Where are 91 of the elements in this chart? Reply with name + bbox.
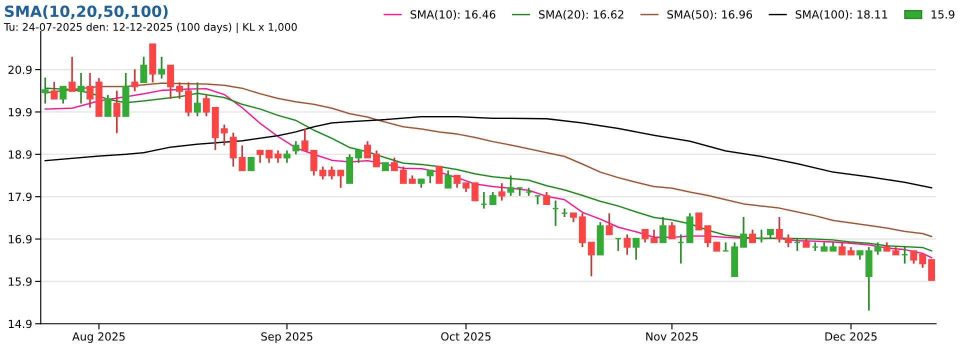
candlestick — [740, 216, 748, 248]
candlestick — [489, 191, 496, 206]
legend-label: SMA(20): 16.62 — [539, 10, 624, 20]
candlestick — [874, 242, 882, 256]
candlestick — [552, 200, 560, 227]
legend-label: SMA(50): 16.96 — [667, 10, 752, 20]
y-tick-label: 18.9 — [8, 150, 32, 159]
candlestick — [104, 94, 112, 118]
x-tick-label: Sep 2025 — [261, 332, 312, 343]
candlestick — [310, 150, 318, 176]
candlestick — [444, 170, 452, 189]
candlestick — [131, 68, 138, 92]
candlestick — [167, 64, 174, 100]
candlestick — [176, 81, 183, 100]
candlestick — [471, 182, 478, 202]
candlestick — [60, 86, 67, 104]
candlestick — [650, 228, 658, 244]
candlestick — [238, 144, 246, 172]
candlestick — [292, 140, 300, 156]
candlestick — [328, 166, 336, 180]
candlestick — [794, 238, 801, 252]
candlestick — [78, 72, 84, 104]
candlestick — [901, 246, 908, 264]
candlestick — [436, 166, 443, 184]
candlestick — [507, 174, 514, 197]
x-tick-label: Dec 2025 — [825, 332, 877, 341]
legend-label: 15.9 — [932, 10, 954, 19]
candlestick — [248, 157, 255, 172]
candlestick — [660, 216, 666, 244]
candlestick — [230, 132, 237, 168]
candlestick — [202, 94, 210, 118]
candlestick — [266, 150, 273, 164]
y-tick-label: 20.9 — [8, 66, 32, 74]
y-tick-label: 14.9 — [8, 320, 32, 328]
candlestick — [337, 170, 344, 189]
chart-subtitle: Tu: 24-07-2025 den: 12-12-2025 (100 days) | KL x 1,000 — [4, 22, 297, 34]
candlestick — [695, 212, 702, 230]
candlestick — [668, 221, 676, 240]
line-series — [44, 116, 932, 188]
y-tick-label: 19.9 — [8, 108, 32, 116]
candlestick — [910, 250, 918, 264]
candlestick — [784, 234, 792, 248]
chart-title: SMA(10,20,50,100) — [4, 5, 168, 20]
candlestick — [561, 208, 568, 218]
candlestick — [158, 56, 166, 80]
candlestick — [194, 81, 201, 118]
legend-label: SMA(100): 18.11 — [796, 10, 888, 20]
candlestick — [498, 182, 506, 202]
candlestick — [632, 238, 640, 261]
candlestick — [614, 238, 622, 252]
candlestick — [42, 76, 49, 104]
candlestick — [319, 166, 326, 180]
y-tick-label: 15.9 — [8, 277, 32, 286]
candlestick — [274, 150, 282, 164]
candlestick — [606, 212, 613, 236]
y-tick-label: 17.9 — [8, 192, 32, 202]
candlestick — [400, 166, 407, 184]
candlestick — [642, 228, 649, 244]
candlestick — [256, 150, 264, 164]
candlestick — [704, 225, 712, 248]
candlestick — [390, 156, 398, 172]
candlestick — [588, 242, 595, 278]
candlestick — [68, 56, 76, 92]
x-tick-label: Oct 2025 — [441, 332, 491, 341]
candlestick — [184, 81, 192, 118]
x-tick-label: Nov 2025 — [646, 332, 698, 341]
candlestick — [543, 191, 550, 206]
candlestick — [677, 234, 684, 264]
candlestick — [373, 150, 380, 168]
x-tick-label: Aug 2025 — [72, 332, 125, 343]
candlestick — [364, 140, 371, 159]
candlestick — [86, 72, 94, 109]
candlestick — [426, 170, 434, 184]
candlestick — [220, 124, 228, 146]
candlestick — [928, 259, 936, 281]
candlestick — [480, 191, 488, 210]
candlestick — [624, 234, 631, 256]
legend-label: SMA(10): 16.46 — [410, 10, 496, 20]
candlestick — [301, 128, 308, 152]
candlestick — [113, 90, 120, 134]
candlestick — [283, 150, 290, 164]
candlestick — [140, 56, 148, 84]
y-tick-label: 16.9 — [8, 235, 32, 244]
candlestick — [454, 174, 461, 189]
candlestick — [758, 228, 765, 244]
candlestick — [838, 242, 846, 256]
candlestick — [50, 81, 58, 100]
candlestick — [355, 150, 362, 164]
candlestick — [919, 254, 926, 269]
candlestick — [749, 228, 756, 244]
candlestick — [776, 216, 783, 244]
